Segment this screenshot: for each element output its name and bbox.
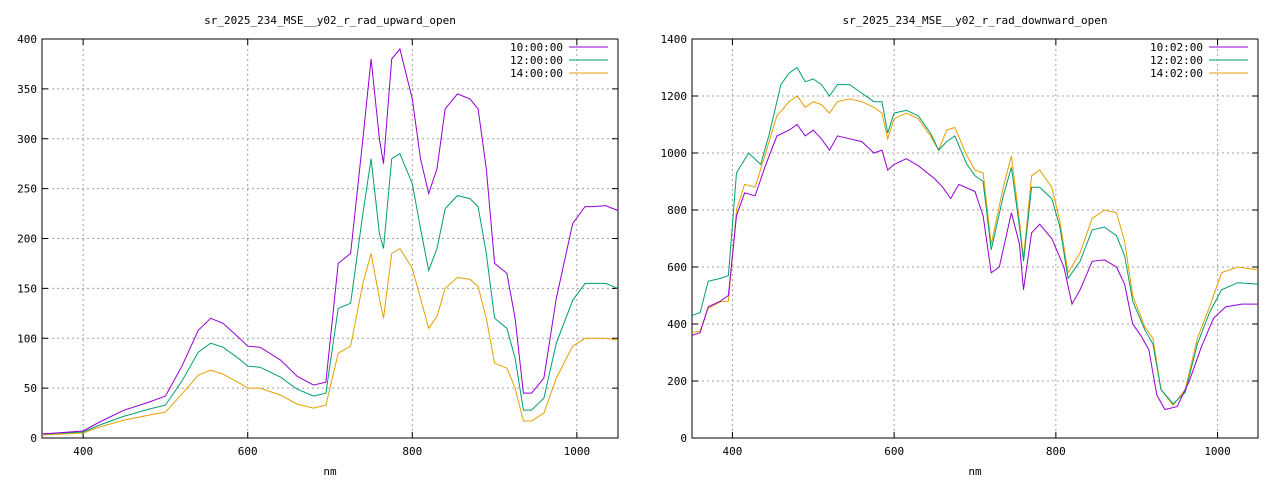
legend-label: 10:00:00 — [510, 41, 563, 54]
y-tick-label: 400 — [17, 33, 37, 46]
y-tick-label: 250 — [17, 183, 37, 196]
chart-panel-2: sr_2025_234_MSE__y02_r_rad_downward_open… — [661, 14, 1259, 478]
y-tick-label: 1000 — [661, 147, 688, 160]
x-axis-label: nm — [968, 465, 982, 478]
y-tick-label: 200 — [667, 375, 687, 388]
series-line-2 — [692, 66, 1258, 405]
y-tick-label: 0 — [680, 432, 687, 445]
y-tick-label: 400 — [667, 318, 687, 331]
plot-frame — [691, 38, 1259, 439]
x-tick-label: 800 — [402, 445, 422, 458]
series-line-2 — [42, 152, 618, 435]
x-axis-label: nm — [323, 465, 337, 478]
series-line-3 — [692, 95, 1258, 407]
y-tick-label: 200 — [17, 233, 37, 246]
legend-label: 14:00:00 — [510, 67, 563, 80]
series-line-1 — [692, 123, 1258, 411]
legend-label: 12:02:00 — [1150, 54, 1203, 67]
x-tick-label: 400 — [722, 445, 742, 458]
y-tick-label: 600 — [667, 261, 687, 274]
x-tick-label: 1000 — [564, 445, 591, 458]
chart-title: sr_2025_234_MSE__y02_r_rad_downward_open — [843, 14, 1108, 27]
y-tick-label: 150 — [17, 282, 37, 295]
legend-label: 12:00:00 — [510, 54, 563, 67]
x-tick-label: 800 — [1046, 445, 1066, 458]
chart-title: sr_2025_234_MSE__y02_r_rad_upward_open — [204, 14, 456, 27]
y-tick-label: 1400 — [661, 33, 688, 46]
x-tick-label: 600 — [238, 445, 258, 458]
x-tick-label: 400 — [73, 445, 93, 458]
y-tick-label: 1200 — [661, 90, 688, 103]
x-tick-label: 1000 — [1204, 445, 1231, 458]
series-line-1 — [42, 47, 618, 435]
y-tick-label: 800 — [667, 204, 687, 217]
y-tick-label: 50 — [24, 382, 37, 395]
legend-label: 10:02:00 — [1150, 41, 1203, 54]
y-tick-label: 0 — [30, 432, 37, 445]
y-tick-label: 100 — [17, 332, 37, 345]
y-tick-label: 300 — [17, 133, 37, 146]
legend-label: 14:02:00 — [1150, 67, 1203, 80]
y-tick-label: 350 — [17, 83, 37, 96]
x-tick-label: 600 — [884, 445, 904, 458]
series-line-3 — [42, 247, 618, 436]
chart-panel-1: sr_2025_234_MSE__y02_r_rad_upward_open 40… — [17, 14, 619, 478]
